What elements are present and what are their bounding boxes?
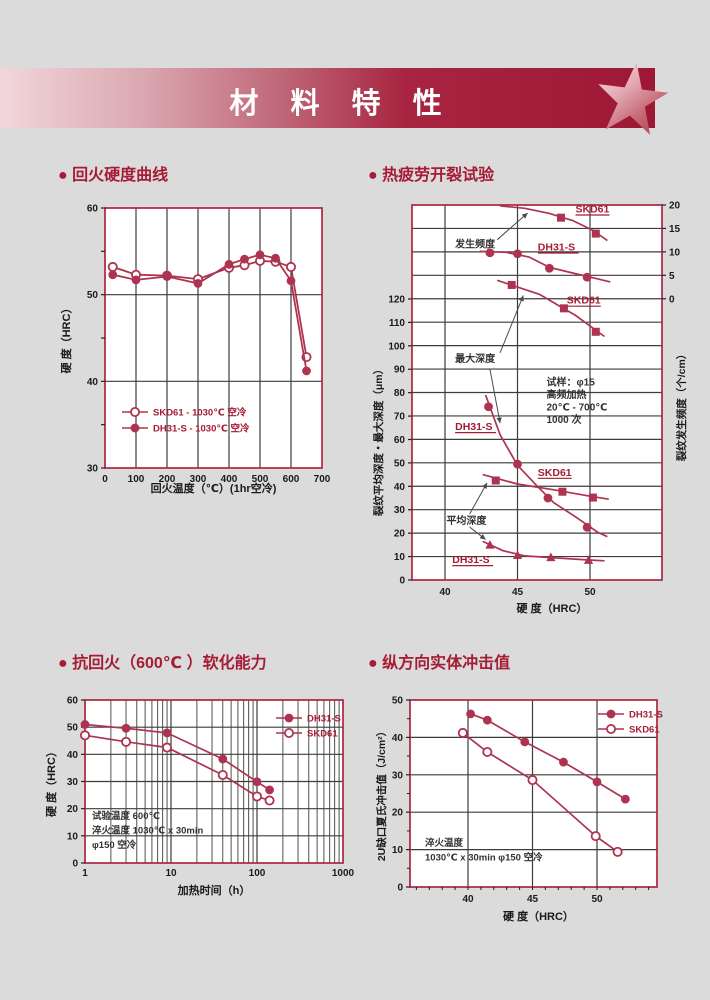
svg-text:40: 40 — [87, 377, 99, 388]
svg-text:硬 度（HRC）: 硬 度（HRC） — [503, 909, 574, 923]
svg-text:试样：φ15: 试样：φ15 — [547, 376, 596, 389]
svg-text:硬 度（HRC）: 硬 度（HRC） — [59, 303, 73, 374]
svg-text:SKD61: SKD61 — [629, 724, 660, 735]
svg-text:裂纹发生频度（个/cm）: 裂纹发生频度（个/cm） — [675, 349, 688, 463]
svg-text:1: 1 — [82, 868, 88, 879]
svg-text:试验温度 600℃: 试验温度 600℃ — [92, 810, 160, 822]
svg-text:300: 300 — [190, 474, 207, 485]
chart-tempering-hardness-curve: 30 40 50 60 0 100 200 300 400 500 600 700 SKD61 - 10… — [40, 195, 345, 510]
svg-text:50: 50 — [584, 587, 596, 598]
section-title-temper-softening: ● 抗回火（600℃ ）软化能力 — [58, 655, 267, 672]
svg-text:50: 50 — [394, 458, 406, 469]
svg-text:DH31-S: DH31-S — [538, 241, 575, 253]
svg-text:30: 30 — [67, 777, 79, 788]
svg-text:DH31-S: DH31-S — [452, 554, 489, 566]
svg-text:60: 60 — [394, 435, 406, 446]
svg-text:45: 45 — [527, 894, 539, 905]
svg-text:600: 600 — [283, 474, 300, 485]
svg-text:φ150 空冷: φ150 空冷 — [92, 839, 137, 851]
svg-text:110: 110 — [389, 318, 406, 329]
svg-text:SKD61: SKD61 — [307, 728, 338, 739]
svg-text:0: 0 — [669, 294, 675, 305]
svg-text:100: 100 — [249, 868, 266, 879]
svg-text:SKD61: SKD61 — [567, 295, 601, 307]
page-title: 材 料 特 性 — [229, 88, 454, 120]
svg-text:20: 20 — [392, 808, 404, 819]
svg-text:5: 5 — [669, 271, 675, 282]
svg-text:40: 40 — [394, 482, 406, 493]
svg-text:200: 200 — [159, 474, 176, 485]
svg-text:最大深度: 最大深度 — [455, 352, 496, 365]
svg-text:10: 10 — [669, 247, 681, 258]
section-title-impact-value: ● 纵方向实体冲击值 — [368, 655, 511, 672]
svg-text:20: 20 — [67, 804, 79, 815]
svg-text:SKD61 - 1030℃ 空冷: SKD61 - 1030℃ 空冷 — [153, 406, 247, 418]
svg-text:40: 40 — [439, 587, 451, 598]
svg-text:700: 700 — [314, 474, 331, 485]
svg-text:裂纹平均深度・最大深度（μm）: 裂纹平均深度・最大深度（μm） — [372, 364, 385, 517]
svg-text:30: 30 — [87, 464, 99, 475]
svg-text:15: 15 — [669, 224, 681, 235]
chart-longitudinal-impact: 0 10 20 30 40 50 40 45 50 DH31-S SKD61 淬火温度 1030℃ x … — [370, 688, 705, 935]
svg-text:SKD61: SKD61 — [538, 467, 572, 479]
svg-text:10: 10 — [394, 552, 406, 563]
svg-text:硬 度（HRC）: 硬 度（HRC） — [517, 601, 588, 615]
svg-text:45: 45 — [512, 587, 524, 598]
svg-text:淬火温度: 淬火温度 — [425, 837, 464, 849]
svg-text:40: 40 — [462, 894, 474, 905]
svg-text:50: 50 — [591, 894, 603, 905]
svg-text:10: 10 — [392, 845, 404, 856]
svg-text:50: 50 — [67, 723, 79, 734]
svg-text:100: 100 — [128, 474, 145, 485]
svg-text:1000 次: 1000 次 — [547, 413, 582, 426]
svg-text:20℃ - 700℃: 20℃ - 700℃ — [547, 403, 608, 414]
svg-text:DH31-S: DH31-S — [629, 709, 663, 720]
svg-text:加热时间（h）: 加热时间（h） — [177, 883, 251, 897]
svg-text:40: 40 — [392, 733, 404, 744]
svg-text:硬 度（HRC）: 硬 度（HRC） — [44, 746, 58, 817]
svg-text:500: 500 — [252, 474, 269, 485]
svg-text:0: 0 — [397, 883, 403, 894]
svg-text:DH31-S: DH31-S — [307, 713, 341, 724]
svg-text:30: 30 — [394, 505, 406, 516]
chart-temper-softening: 0 10 20 30 40 50 60 1 10 100 1000 DH31-S SKD61 试验温度 6… — [38, 688, 360, 914]
svg-text:80: 80 — [394, 388, 406, 399]
svg-text:50: 50 — [392, 696, 404, 707]
svg-text:60: 60 — [87, 204, 99, 215]
svg-text:平均深度: 平均深度 — [446, 514, 487, 527]
section-title-thermal-fatigue: ● 热疲劳开裂试验 — [368, 167, 495, 184]
svg-text:1030℃ x 30min φ150 空冷: 1030℃ x 30min φ150 空冷 — [425, 852, 543, 864]
svg-text:0: 0 — [399, 576, 405, 587]
svg-text:0: 0 — [102, 474, 108, 485]
svg-text:20: 20 — [669, 201, 681, 212]
section-title-tempering-hardness: ● 回火硬度曲线 — [58, 167, 169, 184]
chart-thermal-fatigue-cracking: 0 5 10 15 20 0 10 20 30 40 50 60 70 80 90 100 110 120 40 45… — [370, 195, 705, 627]
svg-text:400: 400 — [221, 474, 238, 485]
svg-text:0: 0 — [72, 859, 78, 870]
svg-text:SKD61: SKD61 — [576, 204, 610, 216]
svg-text:120: 120 — [388, 294, 405, 305]
svg-text:2U缺口夏氏冲击值（J/cm²）: 2U缺口夏氏冲击值（J/cm²） — [375, 726, 388, 861]
svg-text:淬火温度 1030℃ x 30min: 淬火温度 1030℃ x 30min — [92, 825, 203, 837]
svg-text:100: 100 — [388, 341, 405, 352]
svg-text:发生频度: 发生频度 — [454, 238, 496, 251]
svg-text:90: 90 — [394, 365, 406, 376]
svg-text:20: 20 — [394, 529, 406, 540]
svg-text:60: 60 — [67, 696, 79, 707]
svg-text:10: 10 — [67, 831, 79, 842]
svg-text:回火温度（℃）(1hr空冷): 回火温度（℃）(1hr空冷) — [151, 481, 277, 495]
svg-text:DH31-S - 1030℃ 空冷: DH31-S - 1030℃ 空冷 — [153, 422, 250, 434]
header-banner: 材 料 特 性 — [0, 68, 655, 128]
svg-text:70: 70 — [394, 412, 406, 423]
svg-text:50: 50 — [87, 290, 99, 301]
svg-text:30: 30 — [392, 770, 404, 781]
svg-text:高频加热: 高频加热 — [547, 388, 587, 401]
svg-text:40: 40 — [67, 750, 79, 761]
svg-text:10: 10 — [165, 868, 177, 879]
svg-text:DH31-S: DH31-S — [455, 421, 492, 433]
svg-text:1000: 1000 — [332, 868, 355, 879]
